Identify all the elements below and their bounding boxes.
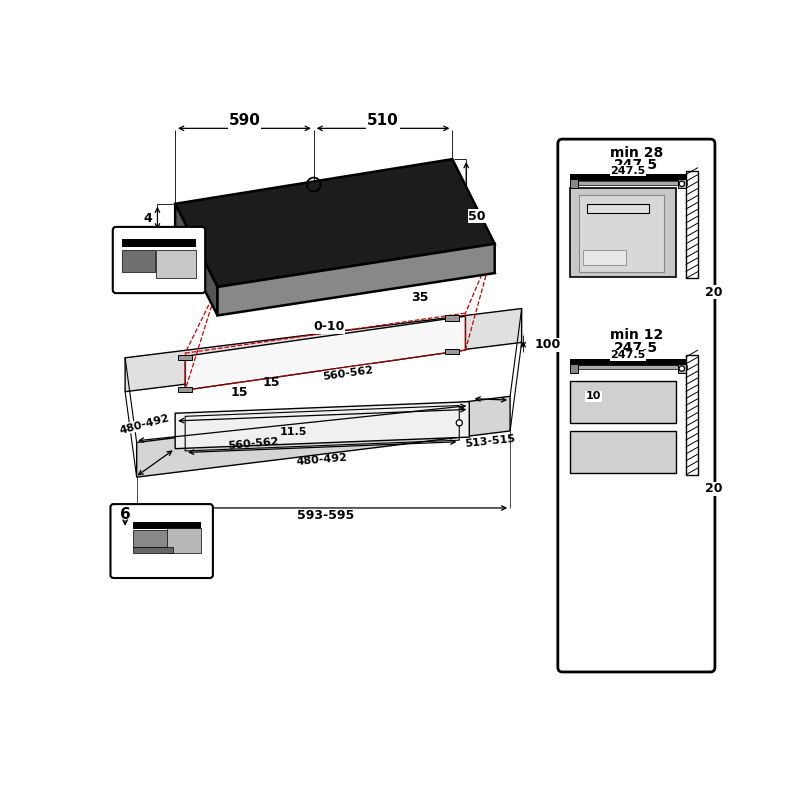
Bar [686, 170, 698, 278]
Text: 247.5: 247.5 [610, 350, 646, 361]
Text: 480-492: 480-492 [118, 413, 170, 435]
Text: 480-492: 480-492 [296, 453, 348, 467]
FancyBboxPatch shape [558, 139, 715, 672]
Bar [122, 239, 196, 247]
Text: 247.5: 247.5 [614, 341, 658, 354]
Text: 15: 15 [262, 376, 280, 389]
Bar [166, 528, 201, 553]
Bar [678, 364, 686, 373]
Bar [570, 358, 687, 366]
Bar [570, 431, 677, 474]
Text: 590: 590 [229, 113, 260, 128]
Bar [587, 204, 649, 213]
Bar [178, 354, 192, 360]
Bar [445, 315, 458, 321]
Circle shape [456, 420, 462, 426]
Bar [133, 530, 173, 547]
Bar [570, 174, 687, 181]
Text: 247.5: 247.5 [614, 158, 658, 172]
Bar [583, 250, 626, 266]
Polygon shape [175, 402, 470, 449]
Text: 247.5: 247.5 [610, 166, 646, 176]
Bar [570, 364, 578, 373]
Bar [570, 189, 677, 277]
Text: 513-515: 513-515 [464, 434, 515, 449]
Bar [570, 179, 578, 188]
Bar [678, 179, 686, 188]
Bar [570, 381, 677, 423]
Text: 10: 10 [324, 178, 342, 191]
Bar [133, 522, 201, 529]
Polygon shape [175, 204, 218, 315]
FancyBboxPatch shape [113, 227, 205, 293]
Text: 510: 510 [367, 113, 399, 128]
Text: 35: 35 [411, 291, 429, 304]
Text: 593-595: 593-595 [297, 509, 354, 522]
Bar [445, 349, 458, 354]
Circle shape [679, 181, 685, 186]
Bar [570, 366, 687, 370]
Bar [686, 355, 698, 475]
Bar [156, 250, 196, 278]
Text: 10: 10 [586, 391, 601, 402]
Text: 50: 50 [468, 210, 486, 222]
Text: 60: 60 [643, 453, 658, 463]
Text: 15: 15 [230, 386, 248, 399]
Text: 560-562: 560-562 [227, 437, 278, 451]
Bar [579, 194, 664, 271]
Polygon shape [175, 159, 494, 287]
Bar [133, 547, 173, 553]
Polygon shape [137, 396, 510, 477]
Text: min 28: min 28 [610, 146, 663, 160]
Text: 0-10: 0-10 [314, 321, 345, 334]
Text: 20: 20 [705, 286, 722, 299]
Text: 100: 100 [534, 338, 561, 351]
Circle shape [679, 366, 685, 371]
Polygon shape [218, 244, 494, 315]
Text: min 12: min 12 [610, 328, 663, 342]
Text: 10: 10 [594, 398, 609, 407]
Text: 4: 4 [144, 211, 153, 225]
Bar [570, 181, 687, 185]
Text: 560-562: 560-562 [322, 365, 374, 382]
Text: 6: 6 [120, 507, 130, 522]
Bar [122, 250, 155, 271]
Text: 20: 20 [705, 482, 722, 495]
Polygon shape [125, 309, 522, 392]
Polygon shape [185, 316, 466, 390]
FancyBboxPatch shape [110, 504, 213, 578]
Bar [178, 387, 192, 393]
Text: 11.5: 11.5 [279, 427, 306, 438]
